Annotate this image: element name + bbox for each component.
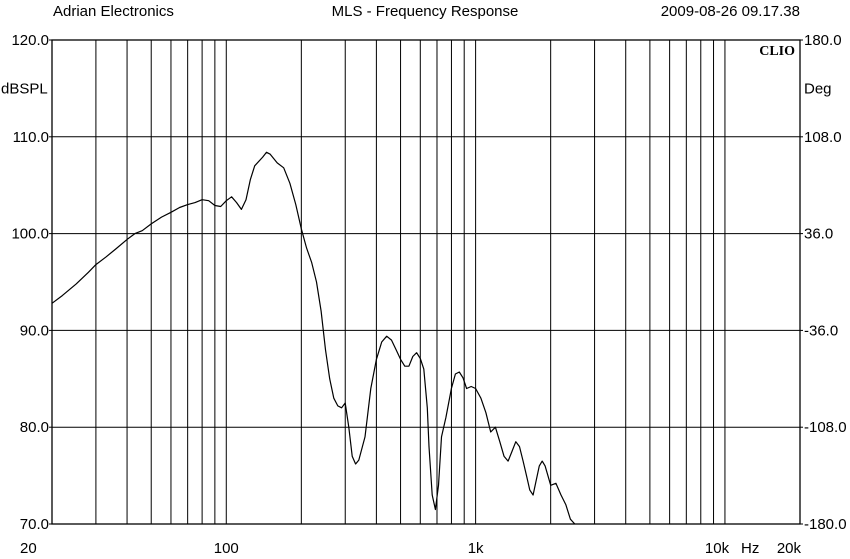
x-tick-label: 20k [777,540,802,557]
x-tick-label: 20 [20,540,37,557]
x-unit-label: Hz [741,540,759,557]
x-tick-label: 1k [468,540,484,557]
y2-tick-label: 36.0 [804,226,833,243]
timestamp: 2009-08-26 09.17.38 [660,3,800,20]
x-tick-label: 10k [705,540,730,557]
y2-tick-label: -180.0 [804,516,847,533]
x-tick-label: 100 [214,540,239,557]
plot-frame [51,39,801,525]
y-tick-label: 80.0 [20,419,49,436]
company-label: Adrian Electronics [53,3,174,20]
y-tick-label: 70.0 [20,516,49,533]
tick-labels: 120.0 110.0 100.0 90.0 80.0 70.0 180.0 108.0 36.… [11,32,846,557]
curve-layer [51,151,576,525]
frequency-response-curve [51,151,576,525]
chart-title: MLS - Frequency Response [331,3,519,20]
y-tick-label: 100.0 [11,226,49,243]
y2-axis-label: Deg [804,80,832,97]
y2-tick-label: 108.0 [804,129,842,146]
grid [52,40,800,524]
y-tick-label: 90.0 [20,322,49,339]
clio-brand-label: CLIO [759,44,795,59]
y2-tick-label: -108.0 [804,419,847,436]
y-axis-label: dBSPL [1,80,48,97]
y2-tick-label: 180.0 [804,32,842,49]
y-tick-label: 120.0 [11,32,49,49]
y-tick-label: 110.0 [13,129,49,146]
y2-tick-label: -36.0 [804,322,838,339]
